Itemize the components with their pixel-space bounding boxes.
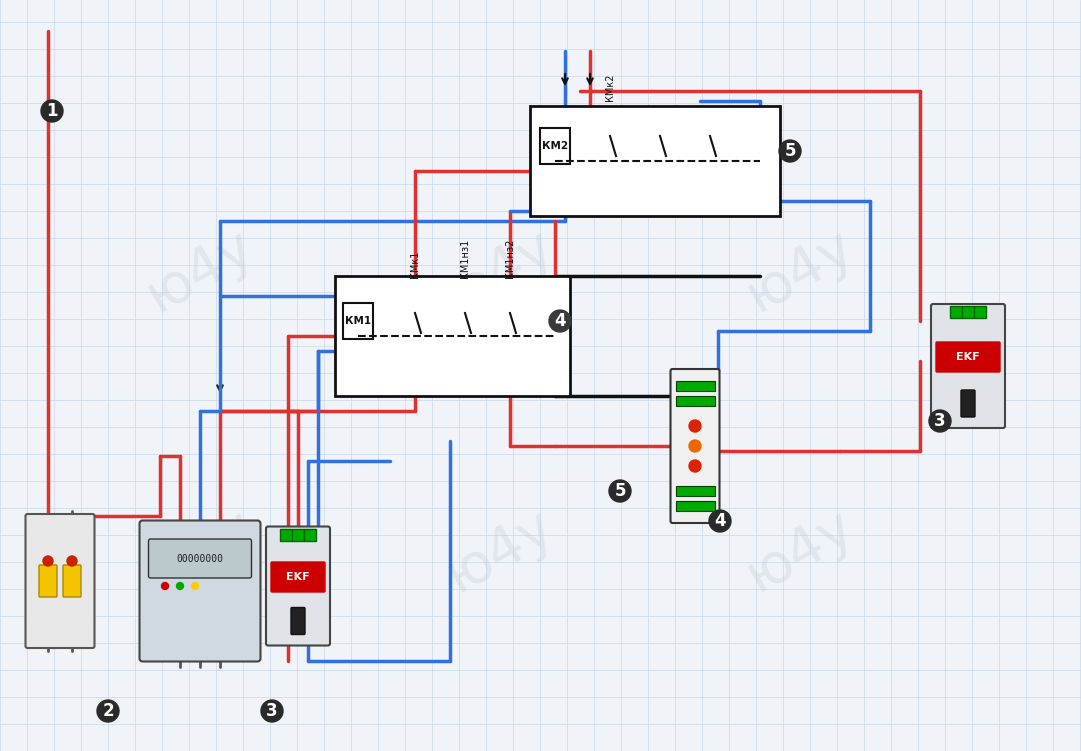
FancyBboxPatch shape <box>974 306 986 318</box>
FancyBboxPatch shape <box>39 565 57 597</box>
Text: 1: 1 <box>46 102 57 120</box>
Text: КМ1нз2: КМ1нз2 <box>505 239 515 278</box>
Text: ю4у: ю4у <box>136 499 264 603</box>
Circle shape <box>176 583 184 590</box>
FancyBboxPatch shape <box>291 608 305 635</box>
Circle shape <box>97 700 119 722</box>
FancyBboxPatch shape <box>676 501 715 511</box>
Bar <box>540 128 570 164</box>
Text: КМ1: КМ1 <box>345 316 371 326</box>
FancyBboxPatch shape <box>280 529 292 541</box>
Circle shape <box>67 556 77 566</box>
Text: EKF: EKF <box>957 352 979 362</box>
FancyBboxPatch shape <box>63 565 81 597</box>
Circle shape <box>689 440 700 452</box>
Circle shape <box>261 700 283 722</box>
FancyBboxPatch shape <box>936 342 1000 372</box>
Circle shape <box>161 583 169 590</box>
FancyBboxPatch shape <box>26 514 94 648</box>
Circle shape <box>41 100 63 122</box>
FancyBboxPatch shape <box>139 520 261 662</box>
Text: КМ1нз1: КМ1нз1 <box>461 239 470 278</box>
Text: ю4у: ю4у <box>737 219 864 323</box>
Circle shape <box>609 480 631 502</box>
Circle shape <box>43 556 53 566</box>
FancyBboxPatch shape <box>931 304 1005 428</box>
Text: 3: 3 <box>266 702 278 720</box>
FancyBboxPatch shape <box>950 306 962 318</box>
FancyBboxPatch shape <box>266 526 330 646</box>
Bar <box>530 106 780 216</box>
FancyBboxPatch shape <box>271 562 325 592</box>
Text: 5: 5 <box>614 482 626 500</box>
FancyBboxPatch shape <box>676 396 715 406</box>
Text: ю4у: ю4у <box>136 219 264 323</box>
Circle shape <box>191 583 199 590</box>
FancyBboxPatch shape <box>304 529 316 541</box>
Text: КМк1: КМк1 <box>410 251 421 278</box>
Text: ю4у: ю4у <box>737 499 864 603</box>
FancyBboxPatch shape <box>962 306 974 318</box>
Circle shape <box>779 140 801 162</box>
Text: 2: 2 <box>103 702 114 720</box>
Text: EKF: EKF <box>286 572 310 582</box>
FancyBboxPatch shape <box>676 486 715 496</box>
Text: КМ2: КМ2 <box>542 141 568 151</box>
FancyBboxPatch shape <box>670 369 720 523</box>
Text: ю4у: ю4у <box>437 219 563 323</box>
Text: 00000000: 00000000 <box>176 554 224 564</box>
FancyBboxPatch shape <box>961 390 975 417</box>
Circle shape <box>689 420 700 432</box>
Text: 3: 3 <box>934 412 946 430</box>
Circle shape <box>929 410 951 432</box>
FancyBboxPatch shape <box>676 381 715 391</box>
Bar <box>335 276 570 396</box>
Circle shape <box>549 310 571 332</box>
Text: ю4у: ю4у <box>437 499 563 603</box>
Text: 4: 4 <box>715 512 725 530</box>
Circle shape <box>689 460 700 472</box>
FancyBboxPatch shape <box>148 539 252 578</box>
Text: КМк2: КМк2 <box>605 74 615 101</box>
FancyBboxPatch shape <box>292 529 304 541</box>
Bar <box>343 303 373 339</box>
Text: 5: 5 <box>784 142 796 160</box>
Text: 4: 4 <box>555 312 565 330</box>
Circle shape <box>709 510 731 532</box>
